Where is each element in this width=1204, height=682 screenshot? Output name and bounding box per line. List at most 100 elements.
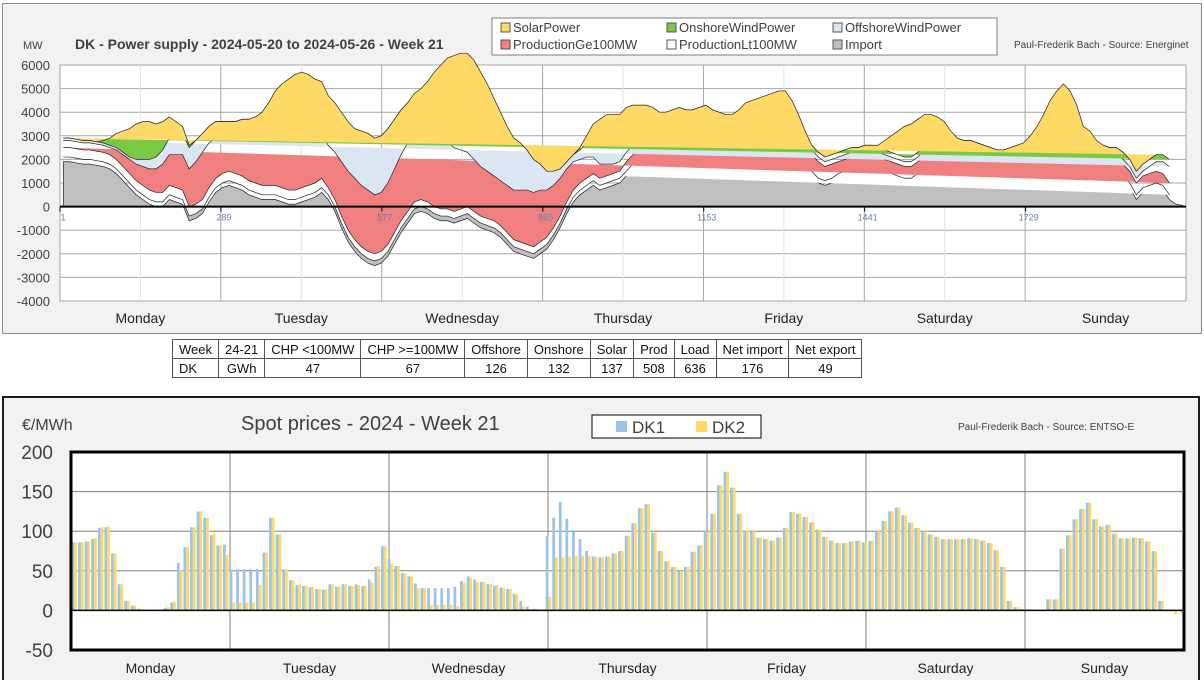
bar-dk2 xyxy=(1121,538,1125,611)
bar-dk1 xyxy=(848,541,852,611)
table-cell: 49 xyxy=(788,358,863,378)
table-cell: 137 xyxy=(589,358,635,378)
bar-dk1 xyxy=(229,569,233,611)
bar-dk1 xyxy=(657,551,661,611)
bar-dk1 xyxy=(1052,599,1056,611)
bar-dk2 xyxy=(996,550,1000,611)
table-header-cell: Onshore xyxy=(526,339,591,359)
bar-dk1 xyxy=(1079,509,1082,611)
bar-dk2 xyxy=(291,580,295,611)
bar-dk2 xyxy=(219,545,222,611)
bar-dk2 xyxy=(278,534,282,611)
bar-dk2 xyxy=(1009,600,1013,611)
y-tick-label: 0 xyxy=(42,601,53,622)
bar-dk2 xyxy=(1048,599,1052,611)
chart-title: Spot prices - 2024 - Week 21 xyxy=(241,413,500,435)
legend: SolarPower OnshoreWindPower OffshoreWindPo… xyxy=(491,17,998,56)
table-cell: 67 xyxy=(360,358,466,378)
bar-dk2 xyxy=(732,487,736,611)
bar-dk1 xyxy=(479,581,483,611)
table-cell: 47 xyxy=(264,358,362,378)
bar-dk2 xyxy=(1088,502,1092,611)
bar-dk1 xyxy=(868,540,872,611)
bar-dk2 xyxy=(364,585,367,611)
legend-label: OnshoreWindPower xyxy=(679,20,796,35)
bar-dk1 xyxy=(921,531,924,611)
bar-dk2 xyxy=(746,530,749,611)
chart-title: DK - Power supply - 2024-05-20 to 2024-0… xyxy=(75,36,444,52)
bar-dk1 xyxy=(209,535,213,611)
bar-dk2 xyxy=(1180,610,1184,614)
table-header-row: Week 24-21 CHP <100MW CHP >=100MW Offshore On… xyxy=(172,339,863,359)
bar-dk1 xyxy=(835,543,839,611)
bar-dk1 xyxy=(1006,600,1010,611)
bar-dk1 xyxy=(723,471,727,611)
day-label: Monday xyxy=(116,310,166,326)
bar-dk1 xyxy=(348,585,351,611)
bar-dk2 xyxy=(594,556,598,611)
bar-dk2 xyxy=(1081,509,1085,611)
bar-dk2 xyxy=(522,606,525,611)
bar-dk1 xyxy=(1151,551,1155,611)
bar-dk1 xyxy=(466,576,470,611)
bar-dk1 xyxy=(460,581,463,611)
legend-label: ProductionLt100MW xyxy=(679,37,798,52)
bar-dk1 xyxy=(420,588,424,611)
x-tick-label: 1441 xyxy=(858,213,878,223)
bar-dk1 xyxy=(137,608,141,611)
bar-dk2 xyxy=(304,585,308,611)
legend-label: Import xyxy=(845,37,882,52)
y-tick-label: 100 xyxy=(21,522,53,543)
table-header-cell: Net import xyxy=(715,339,790,359)
power-supply-chart: MW DK - Power supply - 2024-05-20 to 202… xyxy=(17,17,1189,326)
y-tick-label: 5000 xyxy=(21,82,50,97)
bar-dk2 xyxy=(1134,537,1138,611)
weekly-summary-table: Week 24-21 CHP <100MW CHP >=100MW Offshore On… xyxy=(172,339,863,378)
bar-dk2 xyxy=(976,539,980,611)
y-tick-label: 1000 xyxy=(21,176,50,191)
bar-dk2 xyxy=(1075,519,1079,611)
bar-dk1 xyxy=(815,529,819,611)
bar-dk2 xyxy=(706,531,710,611)
bar-dk2 xyxy=(100,527,104,611)
power-supply-panel: MW DK - Power supply - 2024-05-20 to 202… xyxy=(2,3,1202,334)
bar-dk1 xyxy=(308,587,312,611)
bar-dk2 xyxy=(844,543,848,611)
table-cell: DK xyxy=(172,358,219,378)
bar-dk2 xyxy=(443,604,446,611)
bar-dk1 xyxy=(986,543,990,611)
bar-dk2 xyxy=(1108,524,1112,611)
bar-dk2 xyxy=(186,547,190,611)
bar-dk1 xyxy=(183,547,187,611)
table-header-cell: Solar xyxy=(589,339,635,359)
bar-dk2 xyxy=(416,588,420,611)
bar-dk2 xyxy=(126,600,130,611)
bar-dk2 xyxy=(390,563,394,611)
bar-dk1 xyxy=(84,541,88,611)
bar-dk2 xyxy=(1147,541,1151,611)
bar-dk2 xyxy=(726,471,730,611)
bar-dk1 xyxy=(703,531,707,611)
bar-dk2 xyxy=(864,542,868,611)
bar-dk1 xyxy=(1013,607,1017,611)
bar-dk2 xyxy=(1154,551,1158,611)
bar-dk2 xyxy=(785,528,789,611)
bar-dk2 xyxy=(423,588,427,611)
bar-dk2 xyxy=(713,513,716,611)
bar-dk1 xyxy=(776,537,779,611)
bar-dk1 xyxy=(216,545,220,611)
bar-dk2 xyxy=(285,569,288,611)
bar-dk2 xyxy=(232,602,236,611)
bar-dk1 xyxy=(78,542,81,611)
y-tick-label: -1000 xyxy=(17,223,50,238)
bar-dk1 xyxy=(117,584,121,611)
bar-dk2 xyxy=(969,538,973,611)
bar-dk1 xyxy=(1112,533,1115,611)
spot-prices-panel: €/MWh Spot prices - 2024 - Week 21 DK1 DK… xyxy=(2,396,1200,680)
bar-dk1 xyxy=(354,584,358,611)
bar-dk2 xyxy=(798,513,802,611)
legend-swatch xyxy=(666,22,677,33)
bar-dk1 xyxy=(473,579,477,611)
bar-dk1 xyxy=(651,532,654,611)
bar-dk2 xyxy=(436,604,440,611)
